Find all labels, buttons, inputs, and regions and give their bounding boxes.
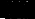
Text: (111 PLANE): (111 PLANE): [26, 1, 35, 19]
Text: RATIO OF
(200)/(220)/(113)/(111)
PLANE: RATIO OF (200)/(220)/(113)/(111) PLANE: [0, 0, 35, 19]
Text: (220 PLANE): (220 PLANE): [24, 0, 35, 18]
Text: (200 PLANE): (200 PLANE): [22, 0, 35, 19]
Text: (113 PLANE): (113 PLANE): [27, 0, 35, 19]
